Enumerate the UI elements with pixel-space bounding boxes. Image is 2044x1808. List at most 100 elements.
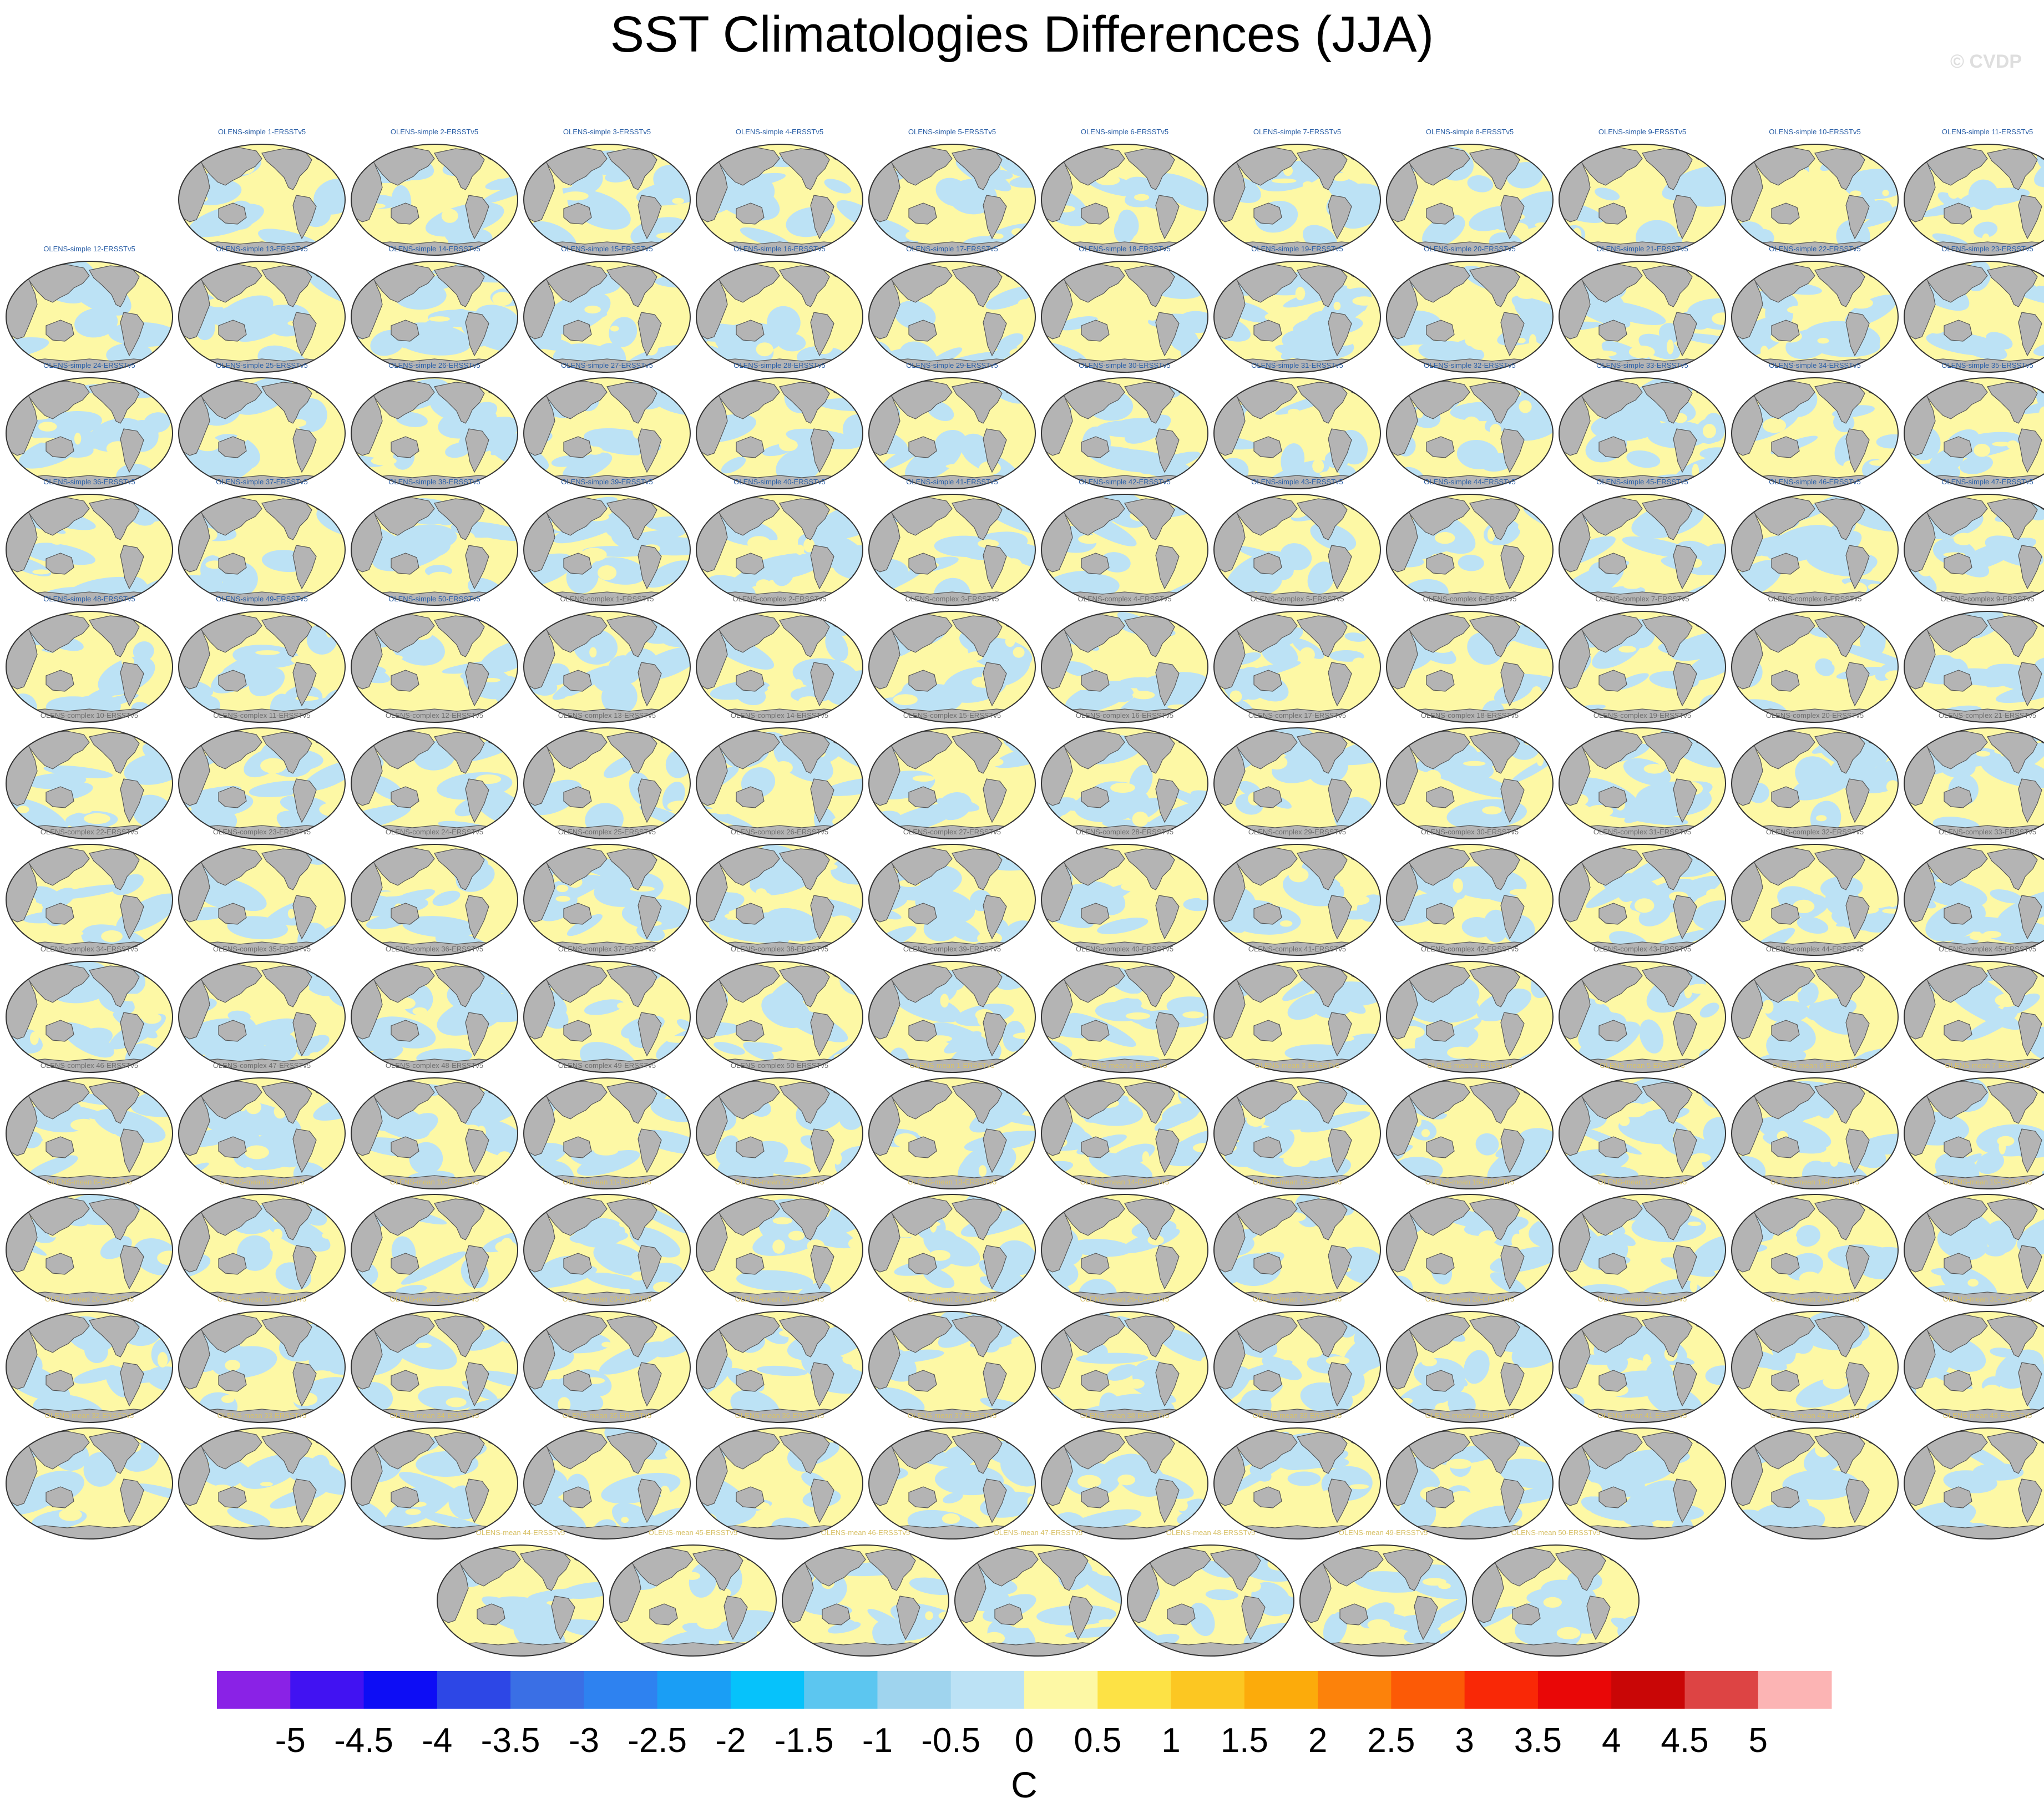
negative-anomaly-region [869,558,909,590]
negative-anomaly-region [395,412,428,427]
land-mass [195,381,262,419]
positive-anomaly-region [767,684,791,692]
colorbar-tick-label: 5 [1748,1721,1767,1760]
colorbar-box [1537,1671,1612,1709]
map-outline [350,611,519,723]
land-mass [367,381,435,419]
negative-anomaly-region [1596,301,1666,326]
map-outline [868,144,1036,256]
land-mass [1920,147,1988,186]
map-outline [523,144,691,256]
negative-anomaly-region [609,317,638,347]
land-mass [908,202,937,225]
land-mass [712,147,780,186]
positive-anomaly-region [1519,400,1532,413]
land-mass [1575,381,1643,419]
positive-anomaly-region [1078,534,1101,544]
land-mass [1748,147,1815,186]
land-mass [218,202,247,225]
land-mass [1500,428,1525,473]
map-outline [1903,144,2044,256]
map-outline [1903,261,2044,373]
panel-title: OLENS-simple 11-ERSSTv5 [1942,128,2033,136]
map-outline [1385,144,1554,256]
panel-title: OLENS-simple 7-ERSSTv5 [1253,128,1341,136]
colorbar-box [584,1671,658,1709]
colorbar-box [217,1671,291,1709]
map-outline [178,377,346,489]
land-mass [1845,312,1870,357]
land-mass [391,670,419,692]
positive-anomaly-region [1487,528,1495,541]
positive-anomaly-region [1319,471,1340,477]
positive-anomaly-region [1982,233,1990,244]
map-outline [1040,377,1209,489]
panel-title: OLENS-simple 26-ERSSTv5 [388,361,480,369]
map-panel: OLENS-simple 9-ERSSTv5 [1558,128,1727,256]
land-mass [983,662,1007,707]
map-panel: OLENS-simple 6-ERSSTv5 [1040,128,1209,256]
map-outline [1213,494,1382,606]
positive-anomaly-region [277,575,289,584]
map-outline [178,611,346,723]
negative-anomaly-region [825,631,848,662]
map-outline [1385,261,1554,373]
map-outline [1213,144,1382,256]
positive-anomaly-region [1005,636,1015,647]
land-mass [563,436,592,458]
land-mass [712,614,780,653]
land-mass [1081,202,1110,225]
map-outline [1385,494,1554,606]
land-mass [638,662,662,707]
positive-anomaly-region [1948,188,1960,199]
colorbar-box [1318,1671,1392,1709]
positive-anomaly-region [1974,443,1991,457]
colorbar-box [877,1671,952,1709]
land-mass [908,670,937,692]
land-mass [1328,428,1352,473]
land-mass [1058,147,1125,186]
land-mass [1230,264,1298,303]
positive-anomaly-region [672,197,684,204]
land-mass [1500,312,1525,357]
land-mass [712,381,780,419]
negative-anomaly-region [1281,443,1305,477]
colorbar-tick-label: -4 [422,1721,452,1760]
positive-anomaly-region [1666,339,1674,354]
positive-anomaly-region [74,432,82,445]
land-mass [292,312,317,357]
land-mass [1403,381,1470,419]
panel-title: OLENS-simple 17-ERSSTv5 [906,245,998,253]
positive-anomaly-region [427,571,453,585]
positive-anomaly-region [492,292,513,306]
land-mass [1673,428,1697,473]
land-mass [391,553,419,575]
positive-anomaly-region [1590,350,1617,357]
land-mass [885,497,953,536]
positive-anomaly-region [827,282,839,297]
land-mass [1230,147,1298,186]
map-outline [1040,144,1209,256]
land-mass [563,670,592,692]
land-mass [1253,320,1282,342]
land-mass [1058,381,1125,419]
panel-title: OLENS-simple 4-ERSSTv5 [736,128,823,136]
positive-anomaly-region [1882,190,1889,196]
positive-anomaly-region [2032,276,2044,286]
positive-anomaly-region [756,342,773,357]
map-outline [5,494,174,606]
positive-anomaly-region [424,468,448,477]
positive-anomaly-region [419,450,436,462]
map-outline [695,261,864,373]
land-mass [1598,320,1627,342]
negative-anomaly-region [1281,346,1301,360]
map-outline [350,261,519,373]
land-mass [1230,497,1298,536]
positive-anomaly-region [206,425,216,432]
map-panel: OLENS-simple 41-ERSSTv5 [868,478,1036,606]
land-mass [391,320,419,342]
land-mass [367,614,435,653]
positive-anomaly-region [1987,295,2004,308]
panel-title: OLENS-simple 9-ERSSTv5 [1598,128,1686,136]
map-outline [868,611,1036,723]
